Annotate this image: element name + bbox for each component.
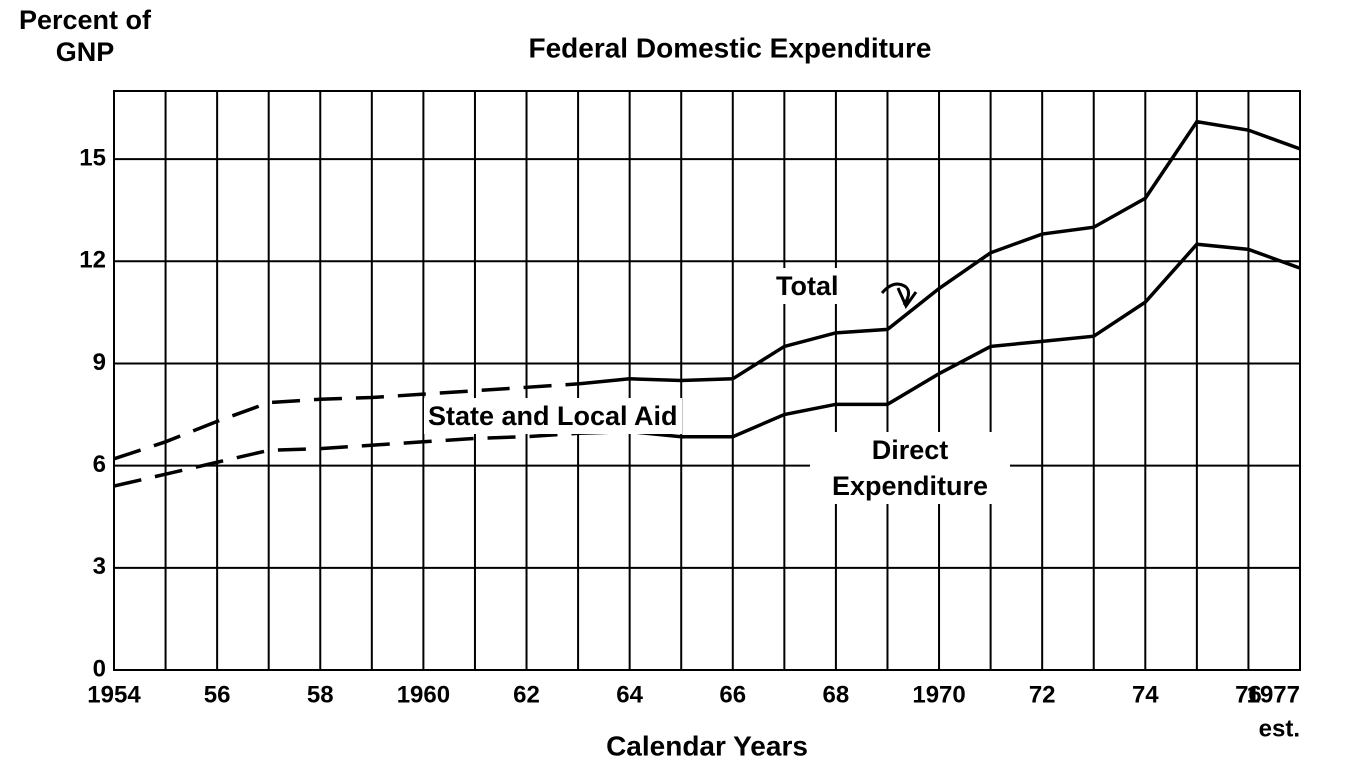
y-tick-label: 15	[79, 144, 106, 171]
series-line	[578, 242, 1301, 439]
x-tick-label: 56	[204, 681, 231, 708]
x-tick-label: 1977	[1247, 681, 1300, 708]
x-tick-label: 66	[719, 681, 746, 708]
x-tick-label: 74	[1132, 681, 1159, 708]
x-tick-label: 1970	[912, 681, 965, 708]
x-tick-label: 64	[616, 681, 643, 708]
x-tick-label: 58	[307, 681, 334, 708]
x-tick-label: 72	[1029, 681, 1056, 708]
y-tick-label: 12	[79, 247, 106, 274]
x-tick-label: 76	[1235, 681, 1262, 708]
x-tick-label: 62	[513, 681, 540, 708]
x-tick-label: 1954	[87, 681, 141, 708]
annotation: State and Local Aid	[424, 398, 682, 434]
x-axis-label: Calendar Years	[606, 730, 808, 761]
y-axis-label: Percent of GNP	[18, 5, 152, 67]
arrow	[880, 282, 918, 310]
y-tick-label: 3	[93, 553, 106, 580]
series-line	[577, 119, 1301, 386]
x-tick-label: 1960	[397, 681, 450, 708]
y-tick-label: 0	[93, 655, 106, 682]
chart-title: Federal Domestic Expenditure	[528, 32, 931, 63]
x-tick-label: 68	[823, 681, 850, 708]
annotation: est.	[1259, 715, 1300, 742]
series-label: Total	[770, 268, 845, 304]
series-line	[113, 431, 579, 488]
series-label: Direct Expenditure	[810, 432, 1010, 504]
y-tick-label: 6	[93, 451, 106, 478]
y-tick-label: 9	[93, 349, 106, 376]
series-line	[113, 382, 579, 461]
